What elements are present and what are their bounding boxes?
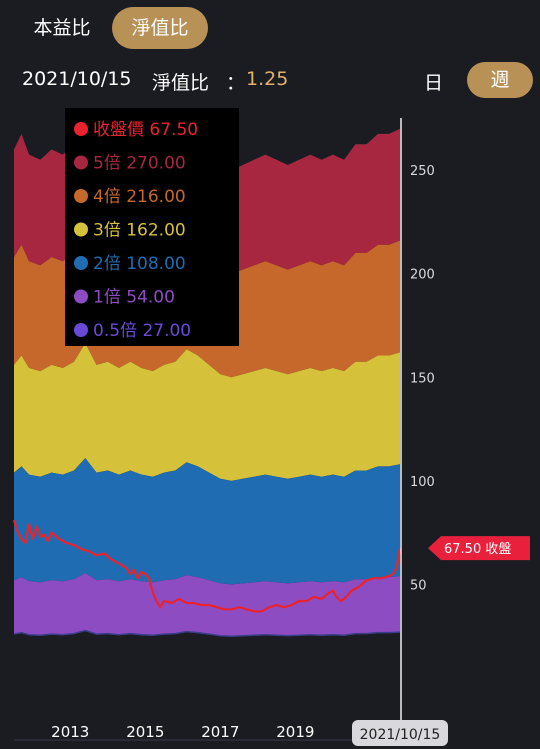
y-tick-label: 50	[410, 578, 427, 593]
y-tick-label: 200	[410, 268, 435, 283]
band-x3	[14, 343, 400, 481]
cursor-date-bg	[352, 720, 448, 746]
selected-date: 2021/10/15	[22, 68, 132, 90]
x-tick-label: 2015	[126, 723, 164, 741]
legend-item-x1: 1倍 54.00	[93, 288, 175, 308]
info-bar: 2021/10/15 淨值比 ： 1.25 日 週	[0, 60, 540, 100]
y-tick-label: 150	[410, 371, 435, 386]
legend-marker-x05	[74, 323, 88, 337]
x-tick-label: 2019	[276, 723, 314, 741]
band-x05	[13, 629, 401, 637]
y-tick-label: 100	[410, 475, 435, 490]
price-tag: 67.50 收盤	[444, 542, 511, 557]
period-day-button[interactable]: 日	[424, 72, 444, 94]
cursor-layer: 67.50 收盤	[400, 118, 530, 723]
legend-item-x05: 0.5倍 27.00	[93, 321, 191, 341]
metric-label: 淨值比	[152, 72, 210, 94]
legend-marker-x4	[74, 189, 88, 203]
legend-marker-x3	[74, 222, 88, 237]
price-tag-bg	[428, 536, 530, 561]
legend-marker-x1	[74, 289, 88, 304]
metric-colon: ：	[226, 72, 246, 94]
x-tick-label: 2013	[51, 723, 89, 741]
x-tick-label: 2017	[201, 723, 239, 741]
price-layer	[12, 519, 402, 613]
price-line	[12, 519, 402, 613]
metric-value: 1.25	[246, 68, 289, 90]
y-tick-label: 250	[410, 164, 435, 179]
pb-band-chart[interactable]: 67.50 收盤 50 100 150 200 250 2013 2015 2017 2019 2…	[0, 108, 540, 749]
legend-item-x2: 2倍 108.00	[93, 254, 186, 274]
legend-marker-x5	[74, 155, 88, 170]
tab-pb-ratio[interactable]: 淨值比	[112, 7, 208, 49]
axis-layer: 50 100 150 200 250 2013 2015 2017 2019 2021/10/15	[14, 164, 448, 746]
legend-item-x3: 3倍 162.00	[93, 221, 186, 241]
band-x2	[14, 458, 400, 585]
legend-item-x4: 4倍 216.00	[93, 187, 186, 207]
legend-item-x5: 5倍 270.00	[93, 154, 186, 174]
legend-box	[65, 108, 239, 346]
ratio-tabs: 本益比 淨值比	[0, 6, 300, 50]
period-week-button[interactable]: 週	[467, 62, 533, 98]
legend-layer: 收盤價 67.50 5倍 270.00 4倍 216.00 3倍 162.00 2倍 1…	[65, 108, 239, 346]
tab-pe-ratio[interactable]: 本益比	[33, 17, 91, 39]
cursor-date-label: 2021/10/15	[360, 727, 441, 743]
legend-marker-x2	[74, 256, 88, 270]
legend-item-price: 收盤價 67.50	[93, 120, 198, 140]
legend-marker-price	[74, 122, 88, 136]
